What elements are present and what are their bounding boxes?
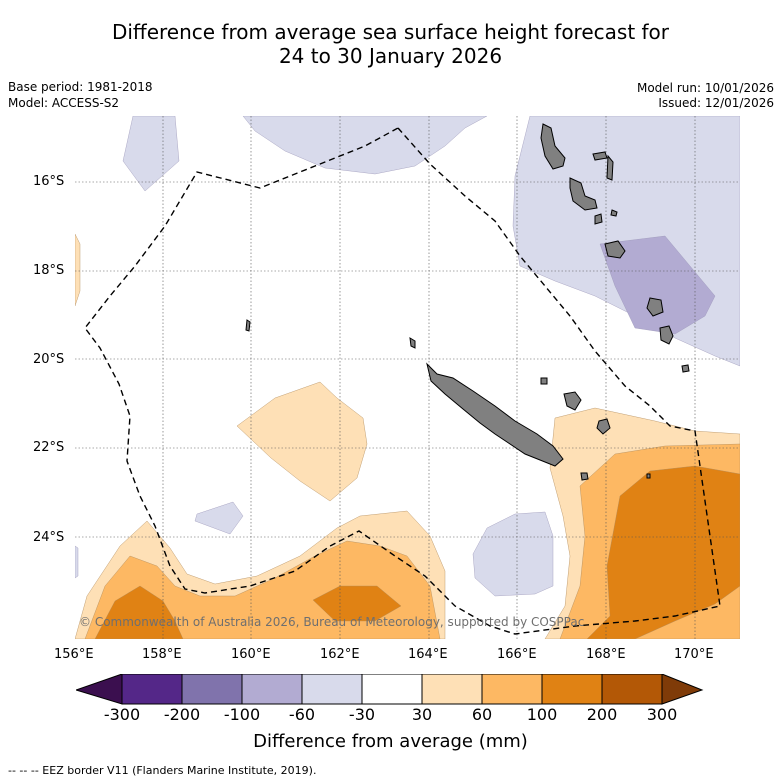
vanuatu-tanna [659, 325, 674, 345]
eez-border [84, 127, 721, 635]
eez-legend: -- -- -- EEZ border V11 (Flanders Marine… [8, 764, 317, 777]
vanuatu-efate [604, 240, 626, 259]
loyalty-islands-mare [596, 418, 611, 435]
colorbar-bin-neg100-neg60 [241, 674, 303, 705]
colorbar-label-neg60: -60 [288, 705, 316, 724]
vanuatu-epi [594, 213, 603, 225]
vanuatu-ambrym [592, 151, 608, 161]
colorbar-bin-neg200-neg100 [181, 674, 243, 705]
pos100-region-southwest [94, 585, 184, 639]
vanuatu-pentecost [606, 154, 614, 181]
graticule [75, 116, 740, 639]
lat-tick-22s: 22°S [33, 440, 65, 455]
colorbar-bin-30-60 [421, 674, 483, 705]
vanuatu-shepherd [610, 209, 618, 217]
neg30-region-west [194, 501, 244, 535]
issued-date: Issued: 12/01/2026 [658, 96, 774, 110]
pos30-region-center [236, 381, 368, 502]
neg30-region-southeast [472, 511, 554, 597]
lon-tick-164e: 164°E [408, 647, 448, 662]
colorbar-bin-100-200 [541, 674, 603, 705]
vanuatu-espiritu-santo [540, 123, 566, 170]
chesterfield-reef [245, 319, 251, 332]
colorbar-label-300: 300 [646, 705, 678, 724]
colorbar-label-100: 100 [526, 705, 558, 724]
neg60-region-northeast [599, 235, 716, 335]
title-line-2: 24 to 30 January 2026 [278, 44, 503, 68]
land [245, 123, 690, 481]
neg30-region-northwest [122, 116, 180, 192]
lon-tick-160e: 160°E [231, 647, 271, 662]
colorbar-bin-60-100 [481, 674, 543, 705]
copyright-note: © Commonwealth of Australia 2026, Bureau… [79, 615, 584, 629]
neg30-region-sw-edge [75, 545, 79, 579]
colorbar-label-neg200: -200 [163, 705, 201, 724]
walpole [580, 472, 589, 481]
colorbar-label-neg300: -300 [103, 705, 141, 724]
lon-tick-166e: 166°E [497, 647, 537, 662]
new-caledonia [426, 362, 564, 467]
map-area[interactable]: © Commonwealth of Australia 2026, Bureau… [75, 116, 740, 639]
lon-tick-170e: 170°E [674, 647, 714, 662]
isle-of-pines [409, 337, 416, 349]
lat-tick-24s: 24°S [33, 530, 65, 545]
colorbar-extend-low [76, 674, 123, 705]
colorbar-label-60: 60 [471, 705, 493, 724]
title-line-1: Difference from average sea surface heig… [111, 20, 670, 44]
lon-tick-168e: 168°E [586, 647, 626, 662]
colorbar-bin-neg30-30 [361, 674, 423, 705]
lon-tick-162e: 162°E [320, 647, 360, 662]
lon-tick-156e: 156°E [54, 647, 94, 662]
vanuatu-aneityum [681, 364, 690, 373]
colorbar [76, 674, 704, 705]
model-run: Model run: 10/01/2026 [636, 81, 774, 95]
ouvea [540, 377, 548, 385]
matthew-island [646, 473, 651, 479]
lat-tick-16s: 16°S [33, 174, 65, 189]
neg30-region-north [242, 116, 488, 175]
vanuatu-malakula [569, 177, 598, 211]
pos30-region-west-edge [75, 233, 81, 307]
colorbar-label-30: 30 [411, 705, 433, 724]
colorbar-label-neg100: -100 [223, 705, 261, 724]
lat-tick-18s: 18°S [33, 263, 65, 278]
vanuatu-erromango [646, 297, 664, 317]
model-name: Model: ACCESS-S2 [8, 96, 120, 110]
lat-tick-20s: 20°S [33, 352, 65, 367]
lon-tick-158e: 158°E [142, 647, 182, 662]
colorbar-label-neg30: -30 [348, 705, 376, 724]
colorbar-bin-neg300-neg200 [121, 674, 183, 705]
colorbar-title: Difference from average (mm) [253, 731, 528, 752]
loyalty-islands-lifou [563, 391, 582, 411]
colorbar-bin-neg60-neg30 [301, 674, 363, 705]
colorbar-extend-high [661, 674, 704, 705]
colorbar-label-200: 200 [586, 705, 618, 724]
base-period: Base period: 1981-2018 [8, 80, 153, 94]
colorbar-bin-200-300 [601, 674, 663, 705]
